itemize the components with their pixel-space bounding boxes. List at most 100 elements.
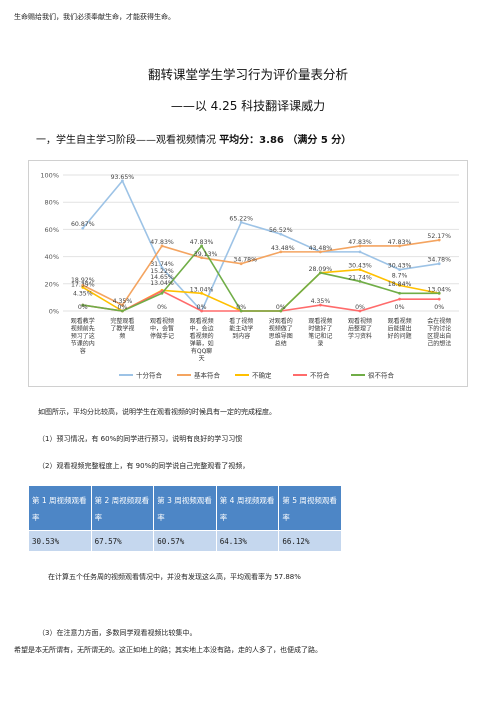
table-cell: 67.57% <box>90 530 155 552</box>
y-tick-label: 80% <box>45 199 59 207</box>
data-label: 47.83% <box>348 239 372 246</box>
page-title: 翻转课堂学生学习行为评价量表分析 <box>147 67 348 82</box>
data-label: 15.22% <box>150 268 174 275</box>
data-point <box>81 226 85 230</box>
section-average-score: 平均分：3.86 （满分 5 分） <box>219 135 352 146</box>
x-tick-label: 节课的内 <box>71 340 95 348</box>
data-label: 56.52% <box>269 227 293 234</box>
data-point <box>81 303 85 307</box>
table-header-cell: 第 2 周视频观看率 <box>90 485 155 531</box>
data-label: 52.17% <box>427 233 451 240</box>
data-point <box>279 250 283 254</box>
series-line <box>82 239 440 307</box>
data-label: 31.74% <box>150 261 174 268</box>
series-line <box>82 179 440 313</box>
data-label: 21.74% <box>348 274 372 281</box>
data-label: 13.04% <box>427 286 451 293</box>
data-label: 0% <box>197 304 207 311</box>
x-tick-label: 观看视频 <box>308 317 332 325</box>
data-point <box>398 244 401 248</box>
data-point <box>398 283 401 287</box>
legend-label: 不确定 <box>252 371 272 380</box>
data-point <box>160 244 164 248</box>
data-point <box>239 309 243 313</box>
x-tick-label: 好的问题 <box>388 332 412 340</box>
closing-quote: 希望是本无所谓有，无所谓无的。这正如地上的路；其实地上本没有路，走的人多了，也便… <box>14 646 322 654</box>
data-point <box>398 291 401 295</box>
data-label: 0% <box>434 304 444 311</box>
y-tick-label: 0% <box>49 308 59 316</box>
survey-line-chart: 0% 20% 40% 60% 80% 100% 93.65% 60.87% 65.22% 56.5… <box>28 160 468 387</box>
data-point <box>398 297 401 301</box>
data-point <box>121 309 124 313</box>
data-label: 8.7% <box>392 273 408 280</box>
x-tick-label: 到内容 <box>232 332 250 340</box>
data-point <box>239 262 243 266</box>
y-tick-label: 100% <box>40 172 59 180</box>
data-point <box>200 309 204 313</box>
data-label: 28.09% <box>309 266 333 273</box>
x-tick-label: 对观看的 <box>269 317 293 325</box>
data-label: 17.39% <box>71 282 95 289</box>
x-tick-label: 区提出自 <box>427 332 451 340</box>
data-point <box>319 303 322 307</box>
data-point <box>200 256 204 260</box>
data-label: 4.35% <box>311 298 331 305</box>
data-point <box>160 266 164 270</box>
data-point <box>358 268 362 272</box>
data-point <box>81 285 85 289</box>
legend-label: 基本符合 <box>194 371 221 380</box>
x-tick-label: 预习了这 <box>71 332 95 340</box>
data-point <box>437 291 441 295</box>
x-tick-label: 录 <box>317 340 323 348</box>
data-label: 0% <box>355 304 365 311</box>
x-tick-label: 观看视频 <box>150 317 174 325</box>
section-heading-text: 一，学生自主学习阶段——观看视频情况 <box>36 135 216 146</box>
x-tick-label: 观看视频 <box>388 317 412 325</box>
table-row: 30.53% 67.57% 60.57% 64.13% 66.12% <box>28 530 342 552</box>
data-label: 13.04% <box>150 280 174 287</box>
x-tick-label: 时做好了 <box>308 325 332 333</box>
data-point <box>279 309 283 313</box>
data-point <box>319 250 322 254</box>
series-line <box>82 244 440 312</box>
data-label: 0% <box>395 304 405 311</box>
table-header-cell: 第 1 周视频观看率 <box>28 485 92 531</box>
paragraph-preview: （1）预习情况，有 60%的同学进行预习，说明有良好的学习习惯 <box>38 435 243 443</box>
data-label: 0% <box>78 304 88 311</box>
x-tick-label: 弹幕，如 <box>190 340 214 348</box>
data-point <box>121 179 124 183</box>
data-point <box>358 244 362 248</box>
x-tick-label: 己的想法 <box>427 340 451 348</box>
data-point <box>437 262 441 266</box>
page-subtitle: ——以 4.25 科技翻译课威力 <box>170 99 326 113</box>
x-tick-label: 视频前先 <box>71 325 95 333</box>
table-cell: 64.13% <box>215 530 280 552</box>
legend-label: 不符合 <box>310 371 330 380</box>
motto-text: 生命赐给我们，我们必须奉献生命，才能获得生命。 <box>14 13 175 21</box>
y-tick-label: 40% <box>45 253 59 261</box>
x-tick-label: 学习资料 <box>348 332 372 340</box>
paragraph-completeness: （2）观看视频完整程度上，有 90%的同学说自己完整观看了视频， <box>38 462 250 470</box>
weekly-view-rate-table: 第 1 周视频观看率 第 2 周视频观看率 第 3 周视频观看率 第 4 周视频… <box>28 485 342 552</box>
data-label: 43.48% <box>271 245 295 252</box>
x-tick-label: 天 <box>199 356 205 363</box>
data-label: 34.78% <box>427 257 451 264</box>
x-tick-label: 能主动学 <box>229 325 253 333</box>
data-label: 4.35% <box>113 298 133 305</box>
x-tick-label: 有QQ聊 <box>191 347 212 355</box>
x-tick-label: 观看视频 <box>190 317 214 325</box>
data-label: 60.87% <box>71 221 95 228</box>
data-label: 30.43% <box>388 263 412 270</box>
x-tick-label: 容 <box>80 347 86 355</box>
x-tick-label: 总结 <box>275 340 287 348</box>
data-label: 47.83% <box>190 239 214 246</box>
data-label: 18.84% <box>388 281 412 288</box>
data-point <box>437 297 441 301</box>
x-tick-label: 笔记和记 <box>308 332 332 340</box>
x-tick-label: 后能提出 <box>388 325 412 333</box>
data-label: 93.65% <box>111 174 135 181</box>
x-tick-label: 中，会边 <box>190 325 214 333</box>
section-heading: 一，学生自主学习阶段——观看视频情况 平均分：3.86 （满分 5 分） <box>36 131 351 146</box>
x-tick-label: 观看教学 <box>71 317 95 325</box>
